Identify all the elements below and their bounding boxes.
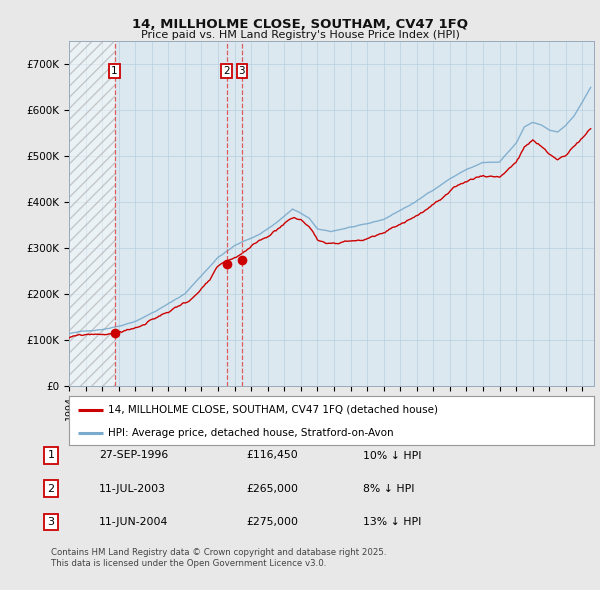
Text: Contains HM Land Registry data © Crown copyright and database right 2025.
This d: Contains HM Land Registry data © Crown c… — [51, 548, 386, 568]
Text: 13% ↓ HPI: 13% ↓ HPI — [363, 517, 421, 527]
Text: 14, MILLHOLME CLOSE, SOUTHAM, CV47 1FQ (detached house): 14, MILLHOLME CLOSE, SOUTHAM, CV47 1FQ (… — [109, 405, 439, 415]
Text: 1: 1 — [47, 451, 55, 460]
Text: 11-JUN-2004: 11-JUN-2004 — [99, 517, 169, 527]
Text: 8% ↓ HPI: 8% ↓ HPI — [363, 484, 415, 493]
Text: 27-SEP-1996: 27-SEP-1996 — [99, 451, 168, 460]
Text: £275,000: £275,000 — [246, 517, 298, 527]
Bar — [69, 41, 115, 386]
Text: 14, MILLHOLME CLOSE, SOUTHAM, CV47 1FQ: 14, MILLHOLME CLOSE, SOUTHAM, CV47 1FQ — [132, 18, 468, 31]
Text: HPI: Average price, detached house, Stratford-on-Avon: HPI: Average price, detached house, Stra… — [109, 428, 394, 438]
Text: Price paid vs. HM Land Registry's House Price Index (HPI): Price paid vs. HM Land Registry's House … — [140, 30, 460, 40]
Text: 1: 1 — [111, 65, 118, 76]
Text: 3: 3 — [239, 65, 245, 76]
Text: 10% ↓ HPI: 10% ↓ HPI — [363, 451, 421, 460]
Text: £265,000: £265,000 — [246, 484, 298, 493]
Text: 3: 3 — [47, 517, 55, 527]
Text: £116,450: £116,450 — [246, 451, 298, 460]
Text: 2: 2 — [224, 65, 230, 76]
Text: 2: 2 — [47, 484, 55, 493]
Bar — [69, 41, 115, 386]
Text: 11-JUL-2003: 11-JUL-2003 — [99, 484, 166, 493]
